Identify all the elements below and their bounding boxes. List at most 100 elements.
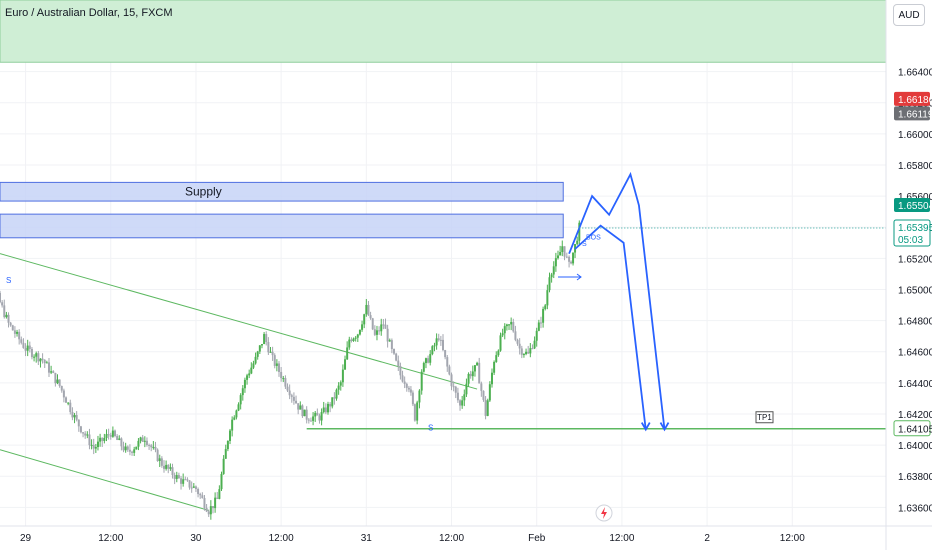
candle-body-258: [522, 354, 525, 356]
candle-body-181: [358, 329, 361, 335]
candle-body-96: [177, 475, 180, 479]
candle-body-27: [30, 349, 33, 358]
candle-body-71: [124, 446, 127, 451]
price-tick-12: 1.64000: [898, 441, 932, 452]
candle-body-259: [525, 351, 528, 355]
candle-body-166: [326, 403, 329, 413]
price-tag-level: 1.64105: [898, 425, 932, 436]
candle-body-74: [131, 451, 134, 453]
candle-body-54: [88, 434, 91, 446]
time-tick-8: 2: [704, 533, 710, 544]
projection-path-1[interactable]: [568, 171, 666, 430]
candle-body-167: [329, 403, 332, 407]
candle-body-114: [216, 497, 219, 499]
candle-body-207: [413, 404, 416, 421]
annotation-s-3: S: [582, 241, 587, 248]
candle-body-202: [403, 381, 406, 384]
candle-body-253: [512, 322, 515, 332]
candle-body-150: [292, 396, 295, 401]
candle-body-276: [561, 246, 564, 253]
price-tick-10: 1.64400: [898, 379, 932, 390]
candle-body-18: [11, 325, 14, 331]
candle-body-132: [254, 356, 257, 364]
candle-body-142: [275, 363, 278, 366]
candle-body-31: [39, 358, 42, 362]
annotation-bos: BOS: [586, 235, 601, 242]
candle-body-16: [7, 314, 10, 323]
candle-body-120: [229, 430, 232, 441]
candle-body-110: [207, 511, 210, 515]
candle-body-117: [222, 458, 225, 474]
candle-body-122: [233, 417, 236, 420]
target-zone: [0, 0, 887, 63]
candle-body-13: [1, 302, 4, 306]
candle-body-38: [54, 372, 57, 384]
time-tick-9: 12:00: [780, 533, 805, 544]
candle-body-60: [101, 437, 104, 441]
candle-body-98: [182, 479, 185, 484]
candle-body-255: [516, 339, 519, 344]
candle-body-215: [431, 346, 434, 355]
candle-body-77: [137, 440, 140, 447]
candle-body-163: [320, 412, 323, 421]
candle-body-168: [331, 397, 334, 407]
candle-body-100: [186, 479, 189, 481]
candle-body-43: [65, 397, 68, 403]
time-tick-6: Feb: [528, 533, 546, 544]
candle-body-58: [96, 441, 99, 448]
candle-body-133: [256, 351, 259, 357]
supply-zone-1[interactable]: [0, 213, 564, 239]
candle-body-268: [544, 305, 547, 310]
candle-body-81: [145, 440, 148, 446]
candle-body-229: [461, 400, 464, 406]
candle-body-245: [495, 355, 498, 362]
candle-body-102: [190, 487, 193, 489]
candle-body-155: [303, 409, 306, 417]
price-tick-9: 1.64600: [898, 348, 932, 359]
currency-selector[interactable]: AUD: [893, 4, 925, 26]
candle-body-147: [286, 386, 289, 391]
candle-body-107: [201, 495, 204, 499]
candle-body-112: [211, 506, 214, 509]
candle-body-42: [62, 390, 65, 398]
candle-body-189: [375, 330, 378, 335]
candle-body-223: [448, 366, 451, 375]
candle-body-29: [35, 353, 38, 357]
candle-body-113: [214, 497, 217, 509]
projection-arrowhead-1: [659, 422, 670, 432]
supply-zone-0[interactable]: [0, 181, 564, 202]
candle-body-203: [405, 383, 408, 388]
candle-body-83: [150, 445, 153, 448]
candle-body-119: [226, 440, 229, 450]
candle-body-230: [463, 394, 466, 401]
candle-body-186: [369, 315, 372, 319]
candle-body-162: [318, 415, 321, 421]
price-tag-red-box: [894, 91, 930, 106]
candle-body-273: [554, 258, 557, 267]
candle-body-208: [416, 402, 419, 421]
candle-body-22: [20, 339, 23, 343]
candle-body-232: [467, 373, 470, 384]
candle-body-141: [273, 355, 276, 366]
projection-path-2[interactable]: [574, 224, 647, 430]
bos-arrow-head: [576, 273, 582, 281]
trendline-upper[interactable]: [0, 253, 478, 390]
candle-body-212: [424, 358, 427, 363]
candle-body-164: [322, 407, 325, 413]
candle-body-238: [480, 383, 483, 391]
candle-body-39: [56, 379, 59, 384]
candle-body-40: [58, 379, 61, 386]
candle-body-115: [218, 489, 221, 499]
trendline-lower[interactable]: [0, 449, 209, 511]
candle-body-235: [473, 365, 476, 372]
annotation-s-2: S: [428, 424, 433, 433]
candle-body-199: [397, 360, 400, 366]
candle-body-165: [324, 407, 327, 413]
candle-body-252: [510, 322, 513, 325]
price-tick-7: 1.65000: [898, 285, 932, 296]
candle-body-247: [499, 335, 502, 351]
candle-body-171: [337, 385, 340, 390]
lightning-icon[interactable]: [601, 507, 607, 519]
